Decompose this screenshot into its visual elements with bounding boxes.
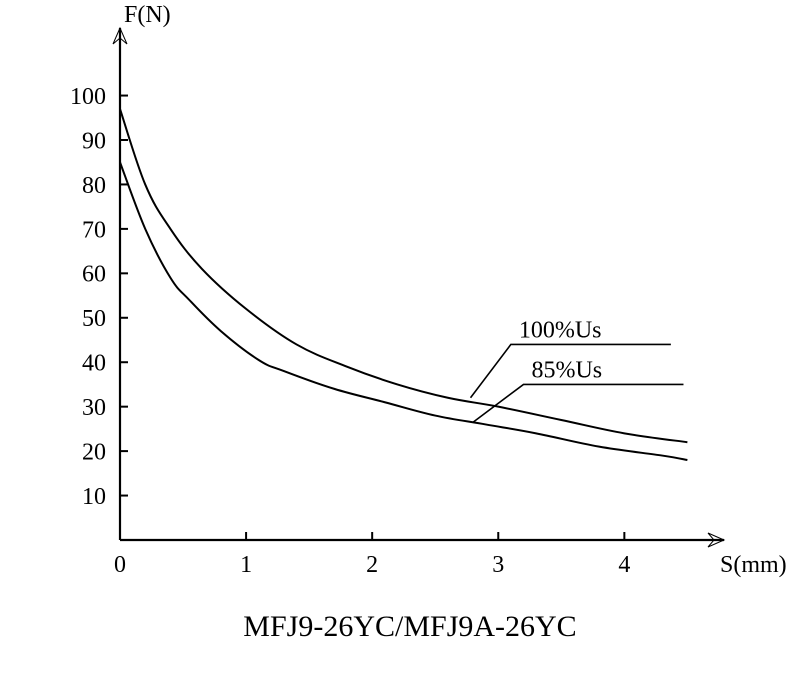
force-stroke-chart: 10 20 30 40 50 60 70 80 90 100 0 1 2 3 4 F(N) S(mm) 100%U…: [0, 0, 800, 694]
y-tick-label: 60: [82, 262, 106, 288]
x-tick-label: 1: [240, 552, 252, 578]
series-100%Us: [120, 109, 687, 442]
y-axis-label: F(N): [124, 2, 171, 28]
series-label-line-85%Us: [473, 384, 683, 422]
y-tick-label: 30: [82, 395, 106, 421]
x-axis-label: S(mm): [720, 552, 787, 578]
x-tick-label: 0: [114, 552, 126, 578]
x-tick-label: 4: [618, 552, 630, 578]
chart-container: 10 20 30 40 50 60 70 80 90 100 0 1 2 3 4 F(N) S(mm) 100%U…: [0, 0, 800, 694]
y-tick-label: 10: [82, 484, 106, 510]
series-label-100%Us: 100%Us: [519, 318, 602, 344]
series-85%Us: [120, 162, 687, 460]
x-tick-label: 3: [492, 552, 504, 578]
y-tick-label: 70: [82, 217, 106, 243]
x-tick-label: 2: [366, 552, 378, 578]
y-tick-label: 80: [82, 173, 106, 199]
y-tick-label: 100: [70, 84, 106, 110]
y-tick-label: 20: [82, 440, 106, 466]
y-tick-label: 90: [82, 128, 106, 154]
y-tick-label: 40: [82, 351, 106, 377]
series-label-85%Us: 85%Us: [531, 358, 602, 384]
chart-title: MFJ9-26YC/MFJ9A-26YC: [243, 610, 576, 643]
y-tick-label: 50: [82, 306, 106, 332]
